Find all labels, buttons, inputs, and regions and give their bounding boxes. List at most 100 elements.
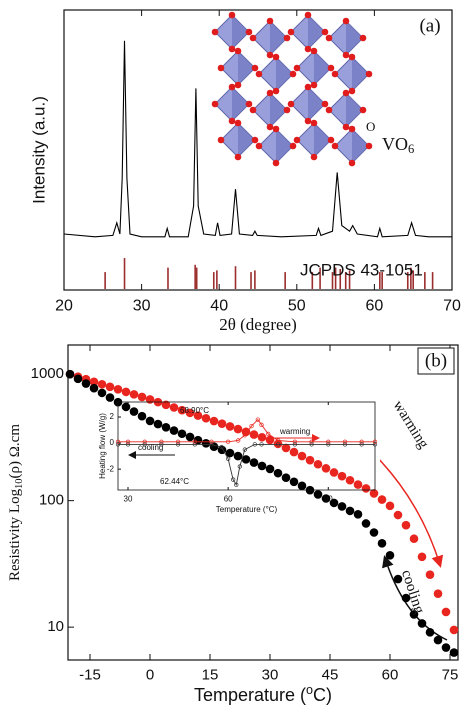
data-marker: [242, 433, 247, 438]
data-point: [105, 393, 115, 402]
x-tick-label: 60: [382, 666, 399, 683]
oxygen-atom: [272, 159, 280, 167]
oxygen-atom: [287, 28, 295, 36]
oxygen-atom: [342, 51, 350, 59]
data-point: [265, 464, 275, 474]
oxygen-atom: [348, 87, 356, 95]
x-axis-label: Temperature (oC): [194, 683, 332, 705]
oxygen-atom: [327, 136, 335, 144]
oxygen-atom: [325, 106, 333, 114]
data-marker: [175, 439, 181, 444]
data-marker: [266, 431, 271, 437]
oxygen-atom: [245, 100, 253, 108]
data-point: [297, 481, 307, 491]
y-tick-label: 2: [110, 412, 115, 421]
oxygen-atom: [359, 106, 367, 114]
y-tick-label: 0: [110, 438, 115, 447]
data-point: [273, 439, 283, 449]
oxygen-atom: [217, 64, 225, 72]
octahedron-face: [238, 51, 255, 85]
data-marker: [159, 439, 164, 444]
data-point: [177, 429, 187, 439]
data-point: [433, 589, 443, 598]
data-point: [185, 408, 195, 418]
data-point: [137, 411, 147, 421]
data-marker: [309, 442, 314, 447]
data-point: [281, 473, 291, 482]
oxygen-atom: [293, 64, 301, 72]
plot-frame: [67, 344, 459, 661]
text-part: Resistivity Log: [7, 488, 23, 581]
x-tick-label: -15: [79, 666, 101, 683]
oxygen-atom: [266, 123, 274, 131]
data-marker: [237, 464, 242, 469]
data-point: [425, 570, 435, 579]
data-point: [449, 648, 459, 657]
oxygen-atom: [321, 28, 329, 36]
data-point: [81, 379, 91, 388]
octahedron-face: [232, 87, 249, 121]
crystal-structure: [211, 11, 373, 167]
data-point: [401, 520, 411, 530]
data-point: [289, 447, 299, 457]
data-point: [225, 422, 235, 431]
octahedron-face: [270, 21, 287, 55]
octahedron-face: [308, 15, 325, 49]
data-marker: [234, 482, 239, 487]
data-point: [153, 419, 163, 429]
data-point: [401, 593, 411, 603]
data-point: [97, 379, 107, 389]
oxygen-atom: [251, 136, 259, 144]
oxygen-atom: [348, 125, 356, 133]
oxygen-atom: [272, 125, 280, 133]
annotation: 62.44°C: [160, 477, 189, 486]
oxygen-atom: [228, 83, 236, 91]
octahedron-face: [314, 123, 331, 157]
data-point: [89, 383, 99, 393]
y-tick-label: 10: [47, 618, 64, 635]
octahedron-face: [276, 129, 293, 163]
data-point: [449, 625, 459, 635]
text-part: VO: [382, 134, 408, 154]
oxygen-atom: [228, 45, 236, 53]
data-point: [305, 455, 315, 465]
octahedron-face: [308, 87, 325, 121]
data-point: [393, 510, 403, 520]
data-marker: [359, 442, 364, 447]
data-point: [313, 490, 323, 499]
data-point: [121, 402, 131, 412]
x-axis-label: 2θ (degree): [219, 315, 297, 334]
oxygen-atom: [304, 45, 312, 53]
oxygen-atom: [342, 123, 350, 131]
oxygen-atom: [217, 136, 225, 144]
series-label: cooling: [398, 568, 427, 616]
data-point: [441, 643, 451, 652]
octahedron-face: [314, 51, 331, 85]
oxygen-atom: [304, 83, 312, 91]
plot-frame: [63, 9, 453, 291]
oxygen-atom: [272, 53, 280, 61]
text-part: Temperature (: [194, 685, 306, 705]
x-tick-label: 90: [324, 494, 333, 503]
data-marker: [192, 439, 197, 444]
data-point: [369, 528, 379, 537]
octahedron-face: [346, 93, 363, 127]
data-point: [337, 502, 347, 511]
data-point: [313, 459, 323, 469]
x-tick-label: 15: [202, 666, 219, 683]
series-label: cooling: [138, 443, 163, 452]
data-marker: [142, 439, 147, 444]
data-point: [161, 423, 171, 432]
data-marker: [259, 422, 264, 427]
x-tick-label: 60: [366, 298, 384, 315]
oxygen-atom: [342, 89, 350, 97]
data-point: [409, 534, 419, 544]
oxygen-atom: [321, 100, 329, 108]
data-marker: [125, 439, 131, 444]
x-tick-label: 45: [322, 666, 339, 683]
oxygen-atom: [266, 89, 274, 97]
data-marker: [175, 442, 181, 447]
data-marker: [342, 442, 348, 447]
data-marker: [125, 442, 131, 447]
data-point: [385, 501, 395, 511]
